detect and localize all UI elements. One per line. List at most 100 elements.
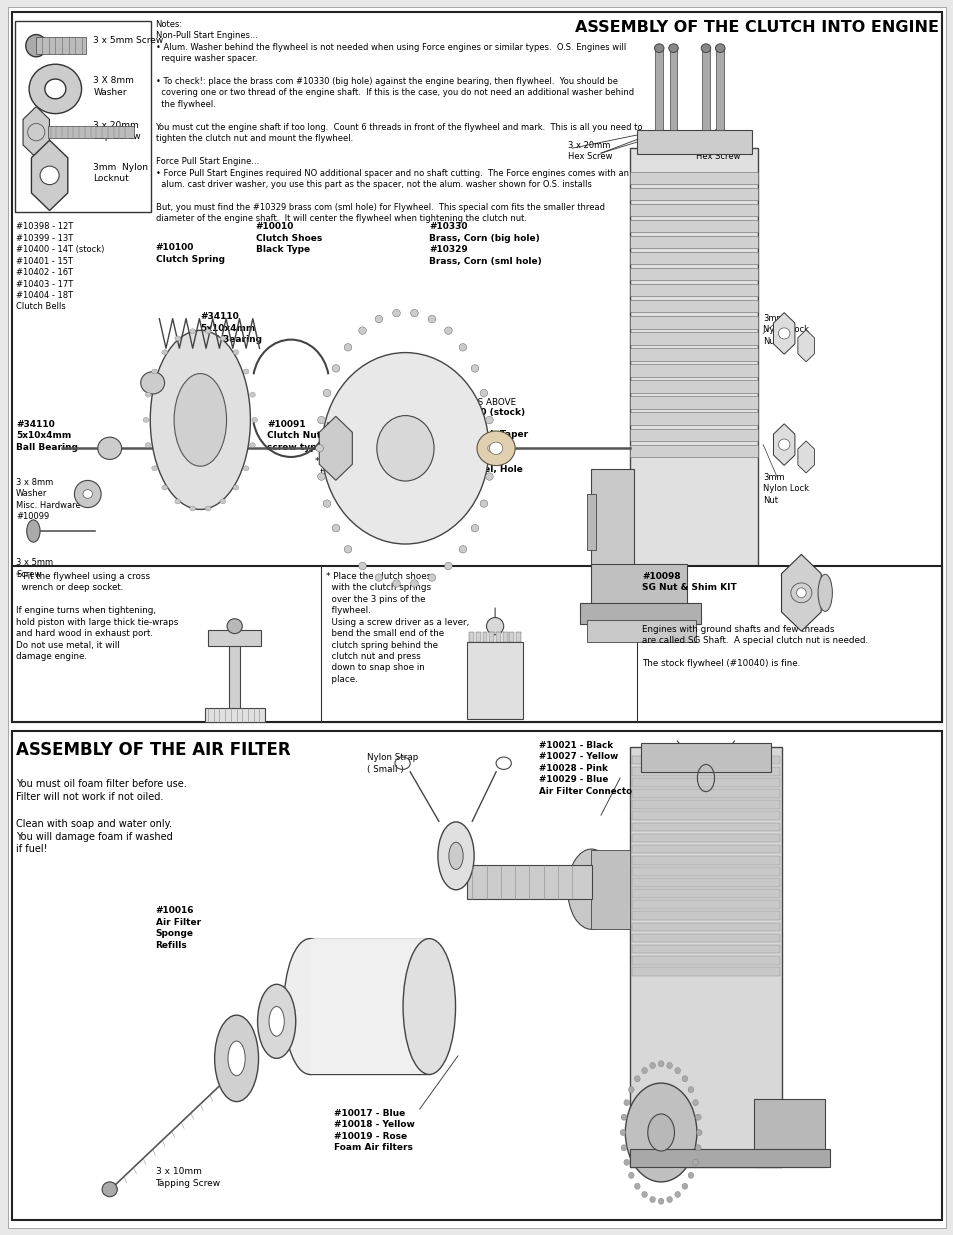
Polygon shape — [12, 731, 941, 1220]
Polygon shape — [36, 37, 86, 54]
Polygon shape — [509, 632, 514, 642]
Polygon shape — [629, 364, 758, 377]
Ellipse shape — [162, 485, 168, 490]
Polygon shape — [591, 564, 686, 608]
Ellipse shape — [687, 1172, 693, 1178]
Polygon shape — [629, 252, 758, 264]
Polygon shape — [629, 188, 758, 200]
Polygon shape — [476, 632, 480, 642]
Ellipse shape — [620, 1145, 626, 1151]
Ellipse shape — [252, 417, 257, 422]
Text: #34110
5x10x4mm
Ball Bearing: #34110 5x10x4mm Ball Bearing — [200, 312, 262, 345]
Text: #10040 (stock)
3 Pin
Flywheel, Taper
#10041
3 Pin
Flywheel, Hole: #10040 (stock) 3 Pin Flywheel, Taper #10… — [448, 408, 528, 474]
Polygon shape — [629, 1149, 829, 1167]
Text: #10100
Clutch Spring: #10100 Clutch Spring — [155, 243, 224, 264]
Ellipse shape — [205, 329, 211, 333]
Polygon shape — [586, 494, 596, 550]
Ellipse shape — [428, 574, 436, 582]
Ellipse shape — [479, 500, 487, 508]
Ellipse shape — [332, 364, 339, 372]
Text: 3mm
Nylon Lock
Nut: 3mm Nylon Lock Nut — [762, 473, 808, 505]
Ellipse shape — [485, 416, 493, 424]
Ellipse shape — [205, 506, 211, 511]
Ellipse shape — [323, 389, 331, 396]
Ellipse shape — [250, 393, 255, 398]
Polygon shape — [631, 756, 780, 764]
Ellipse shape — [641, 1067, 647, 1073]
Polygon shape — [631, 856, 780, 864]
Ellipse shape — [393, 310, 400, 317]
Ellipse shape — [74, 480, 101, 508]
Ellipse shape — [410, 579, 417, 587]
Ellipse shape — [681, 1183, 687, 1189]
Ellipse shape — [649, 1062, 655, 1068]
Ellipse shape — [243, 369, 249, 374]
Ellipse shape — [623, 1099, 629, 1105]
Ellipse shape — [444, 327, 452, 335]
Polygon shape — [467, 864, 592, 899]
Ellipse shape — [393, 579, 400, 587]
Text: Engines with ground shafts and few threads
are called SG Shaft.  A special clutc: Engines with ground shafts and few threa… — [641, 625, 867, 668]
Ellipse shape — [692, 1160, 698, 1166]
Polygon shape — [669, 49, 677, 130]
Polygon shape — [640, 743, 770, 772]
Ellipse shape — [471, 364, 478, 372]
Ellipse shape — [145, 442, 151, 447]
Text: * Shoes are
  trailing.: * Shoes are trailing. — [314, 457, 365, 478]
Ellipse shape — [358, 562, 366, 569]
Ellipse shape — [485, 473, 493, 480]
Ellipse shape — [692, 1099, 698, 1105]
Ellipse shape — [102, 1182, 117, 1197]
Ellipse shape — [567, 850, 615, 929]
Ellipse shape — [410, 310, 417, 317]
Ellipse shape — [45, 79, 66, 99]
Polygon shape — [631, 823, 780, 831]
Ellipse shape — [628, 1172, 634, 1178]
Ellipse shape — [654, 43, 663, 52]
Text: #10017 - Blue
#10018 - Yellow
#10019 - Rose
Foam Air filters: #10017 - Blue #10018 - Yellow #10019 - R… — [334, 1109, 415, 1152]
Polygon shape — [631, 811, 780, 820]
Polygon shape — [631, 967, 780, 976]
Ellipse shape — [695, 1145, 700, 1151]
Polygon shape — [629, 268, 758, 280]
Ellipse shape — [687, 1087, 693, 1093]
Ellipse shape — [250, 442, 255, 447]
Polygon shape — [496, 632, 500, 642]
Polygon shape — [8, 7, 945, 1228]
Polygon shape — [631, 789, 780, 798]
Ellipse shape — [624, 1083, 696, 1182]
Text: * Place the clutch shoes
  with the clutch springs
  over the 3 pins of the
  fl: * Place the clutch shoes with the clutch… — [326, 572, 469, 684]
Ellipse shape — [696, 1129, 701, 1136]
Polygon shape — [631, 911, 780, 920]
Ellipse shape — [634, 1183, 639, 1189]
Polygon shape — [629, 300, 758, 312]
Ellipse shape — [437, 823, 474, 889]
Polygon shape — [591, 850, 629, 929]
Ellipse shape — [666, 1197, 672, 1203]
Polygon shape — [48, 126, 133, 138]
Ellipse shape — [141, 372, 165, 394]
Ellipse shape — [649, 1197, 655, 1203]
Ellipse shape — [317, 416, 325, 424]
Text: #10098
SG Nut & Shim KIT: #10098 SG Nut & Shim KIT — [641, 572, 736, 593]
Polygon shape — [482, 632, 487, 642]
Polygon shape — [586, 620, 696, 642]
Ellipse shape — [666, 1062, 672, 1068]
Ellipse shape — [233, 485, 238, 490]
Ellipse shape — [700, 43, 710, 52]
Text: #10016
Air Filter
Sponge
Refills: #10016 Air Filter Sponge Refills — [155, 906, 200, 950]
Ellipse shape — [152, 369, 157, 374]
Polygon shape — [629, 284, 758, 296]
Text: 3 X 8mm
Washer: 3 X 8mm Washer — [93, 77, 134, 96]
Polygon shape — [629, 747, 781, 1167]
Ellipse shape — [98, 437, 122, 459]
Ellipse shape — [321, 353, 488, 543]
Text: Notes:
Non-Pull Start Engines...
• Alum. Washer behind the flywheel is not neede: Notes: Non-Pull Start Engines... • Alum.… — [155, 20, 642, 224]
Ellipse shape — [29, 64, 81, 114]
Polygon shape — [15, 21, 151, 212]
Ellipse shape — [487, 445, 495, 452]
Text: 3 x 10mm
Tapping Screw: 3 x 10mm Tapping Screw — [155, 1167, 220, 1188]
Ellipse shape — [476, 431, 515, 466]
Polygon shape — [629, 429, 758, 441]
Polygon shape — [489, 632, 494, 642]
